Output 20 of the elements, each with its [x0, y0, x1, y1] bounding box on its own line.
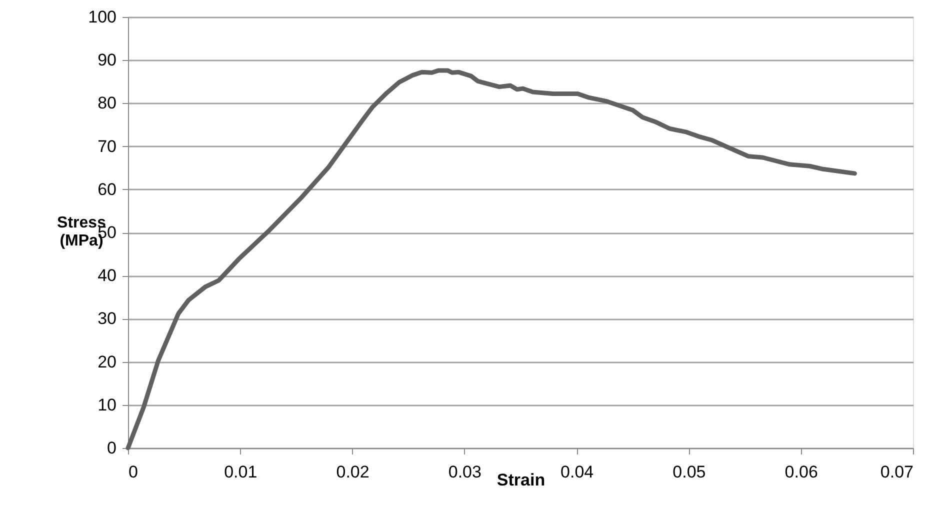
x-tick-label: 0.01	[224, 462, 258, 482]
x-axis-title: Strain	[496, 470, 546, 490]
x-tick-label: 0.07	[880, 462, 914, 482]
x-tick-label: 0.05	[672, 462, 706, 482]
y-tick-label: 0	[107, 438, 116, 458]
y-tick-label: 40	[98, 266, 116, 286]
x-tick-label: 0.02	[336, 462, 370, 482]
y-tick-label: 90	[98, 50, 116, 70]
y-tick-label: 30	[98, 309, 116, 328]
x-tick-label: 0.04	[560, 462, 594, 482]
y-tick-label: 60	[98, 180, 116, 199]
x-tick-label: 0.06	[784, 462, 818, 482]
y-tick-label: 70	[98, 136, 116, 156]
line-series	[126, 68, 857, 450]
x-tick-label: 0.03	[448, 462, 482, 482]
y-tick-label: 10	[98, 395, 116, 414]
y-tick-label: 20	[98, 352, 116, 372]
y-tick-label: 100	[88, 8, 116, 26]
y-tick-label: 80	[98, 94, 116, 113]
x-tick-label: 0	[128, 462, 138, 482]
